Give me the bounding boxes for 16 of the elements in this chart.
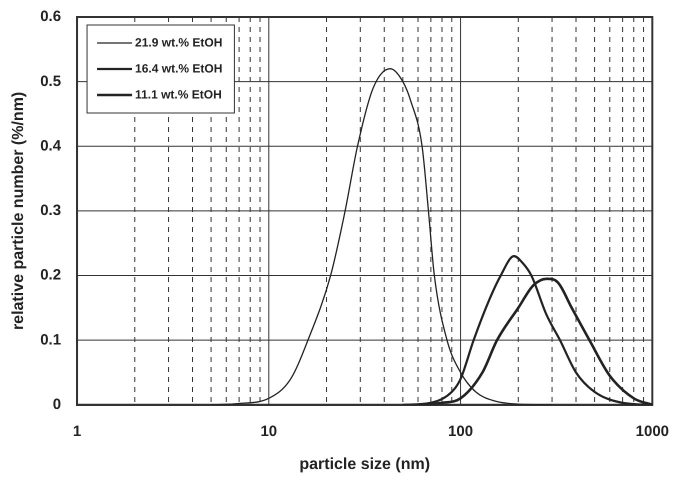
x-tick-label: 10 <box>260 422 278 440</box>
legend-label: 16.4 wt.% EtOH <box>135 61 222 76</box>
y-tick-label: 0.5 <box>40 72 62 90</box>
y-tick-label: 0 <box>52 396 62 413</box>
x-tick-label: 100 <box>448 422 474 440</box>
x-axis-title: particle size (nm) <box>299 456 430 473</box>
x-tick-label: 1 <box>72 422 82 440</box>
y-tick-label: 0.2 <box>40 266 62 284</box>
x-tick-label: 1000 <box>636 422 670 440</box>
y-tick-label: 0.4 <box>40 137 62 154</box>
y-axis-title: relative particle number (%/nm) <box>10 92 28 330</box>
y-tick-label: 0.3 <box>40 202 62 220</box>
y-tick-label: 0.6 <box>40 8 62 26</box>
legend-label: 11.1 wt.% EtOH <box>135 87 222 102</box>
legend-label: 21.9 wt.% EtOH <box>135 35 222 50</box>
y-tick-label: 0.1 <box>40 331 62 348</box>
